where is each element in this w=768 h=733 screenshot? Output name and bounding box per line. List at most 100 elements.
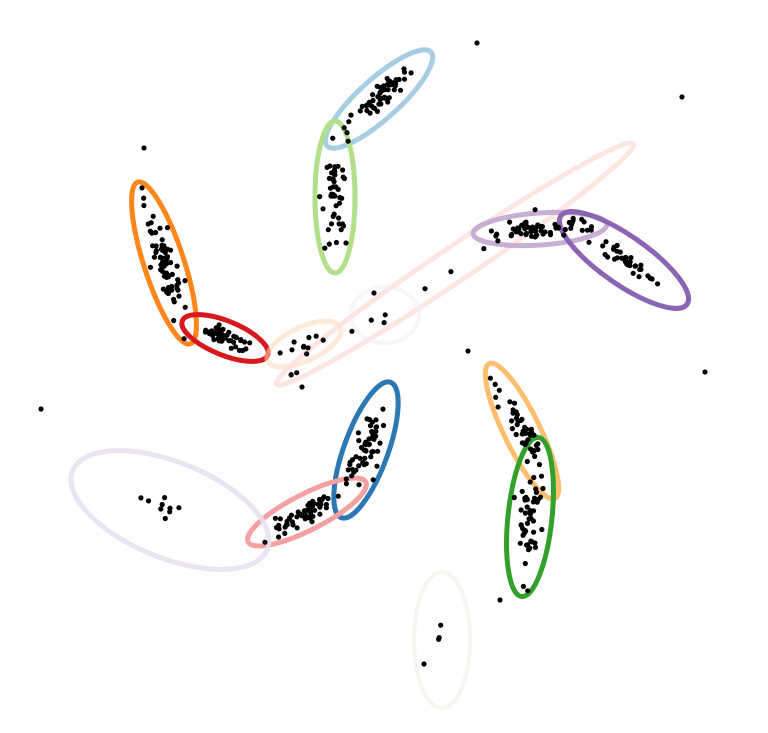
cluster-salmon-point [273,525,280,531]
cluster-green-point [533,489,540,495]
cluster-peach-point [320,337,326,343]
cluster-lavender-point [518,231,524,237]
cluster-blue-point [373,424,379,430]
cluster-light-orange-point [510,410,516,416]
cluster-purple-point [636,274,642,280]
cluster-red-point [241,339,248,345]
cluster-blue-point [355,430,361,436]
outlier-point [679,94,685,100]
cluster-blue-point [360,460,366,466]
cluster-lavender-point [531,227,537,233]
cluster-green-point [517,540,523,546]
cluster-green-point [511,494,517,501]
cluster-lavender-point [528,233,535,239]
cluster-green-ellipse [504,434,556,600]
cluster-light-blue-point [345,138,351,144]
cluster-salmon-point [289,519,295,525]
cluster-orange-point [147,228,153,234]
cluster-light-pink-long-point [288,372,294,378]
cluster-salmon-point [321,494,327,500]
cluster-purple-point [630,270,636,276]
cluster-light-pink-long-point [481,246,487,252]
cluster-blue-point [366,436,372,442]
cluster-salmon-ellipse [245,475,369,549]
cluster-purple-point [568,225,574,231]
cluster-pale-lavender-point [158,506,164,512]
cluster-light-green-point [331,211,337,217]
cluster-salmon-point [305,502,311,508]
cluster-red-point [238,337,244,343]
cluster-light-blue-point [378,101,384,107]
cluster-light-blue-point [364,107,370,114]
cluster-light-green-point [335,186,341,192]
cluster-purple-point [603,239,609,245]
cluster-orange-point [158,262,164,268]
outlier-point [474,40,480,46]
cluster-green-point [524,520,531,527]
cluster-light-orange-point [532,453,538,459]
cluster-light-green-point [343,240,349,246]
cluster-lavender-point [534,232,540,238]
cluster-red-point [247,340,253,346]
cluster-orange-point [175,287,181,293]
cluster-salmon-point [301,508,307,514]
cluster-orange-point [174,282,180,288]
cluster-salmon-point [312,507,318,513]
cluster-light-green-point [340,167,346,173]
cluster-blue-point [347,462,353,468]
cluster-lavender-point [561,232,567,238]
cluster-light-blue-point [370,92,376,98]
cluster-light-green-point [332,193,338,199]
cluster-purple-point [638,262,644,268]
cluster-blue-point [370,477,376,483]
outlier-point [702,369,708,375]
cluster-lavender-point [547,232,554,238]
cluster-purple-point [584,227,591,233]
cluster-orange-point [182,278,188,284]
cluster-green-point [535,496,542,502]
cluster-light-orange-point [513,431,519,438]
cluster-light-blue-point [397,87,404,93]
cluster-green-point [519,488,525,494]
cluster-green-point [528,515,534,521]
cluster-peach-point [304,351,310,357]
cluster-red-point [211,337,217,343]
cluster-blue-point [374,463,380,469]
cluster-faint-gray-point [381,320,387,326]
cluster-pale-lavender-point [138,495,144,501]
cluster-orange-point [153,249,159,255]
cluster-orange-point [151,254,157,260]
cluster-light-green-ellipse [312,118,358,276]
cluster-orange-point [163,270,170,276]
cluster-salmon-point [277,516,283,522]
cluster-salmon-point [282,530,288,537]
cluster-light-blue-ellipse [322,47,436,151]
cluster-lavender-point [535,222,541,228]
cluster-orange-point [181,336,187,342]
cluster-light-orange-point [487,375,493,381]
cluster-light-pink-long-ellipse [274,140,636,388]
cluster-pale-green-point [438,622,444,628]
cluster-light-blue-point [370,105,376,111]
cluster-light-blue-point [344,130,350,136]
cluster-pale-green-point [436,635,442,641]
cluster-light-orange-point [529,429,535,435]
cluster-purple-point [627,263,633,269]
cluster-peach-point [313,333,319,339]
cluster-orange-point [175,277,181,283]
cluster-orange-point [160,247,166,253]
cluster-purple-ellipse [556,209,692,311]
cluster-red-point [216,322,222,328]
cluster-lavender-point [522,220,528,226]
cluster-blue-point [380,406,386,412]
cluster-green-point [523,528,529,534]
cluster-light-blue-point [346,119,352,125]
cluster-peach-point [306,334,312,341]
cluster-blue-point [345,467,351,473]
cluster-light-orange-point [492,381,498,387]
cluster-light-blue-point [377,84,383,90]
cluster-orange-point [182,304,188,310]
cluster-red-point [220,326,226,332]
cluster-light-orange-point [511,400,518,406]
